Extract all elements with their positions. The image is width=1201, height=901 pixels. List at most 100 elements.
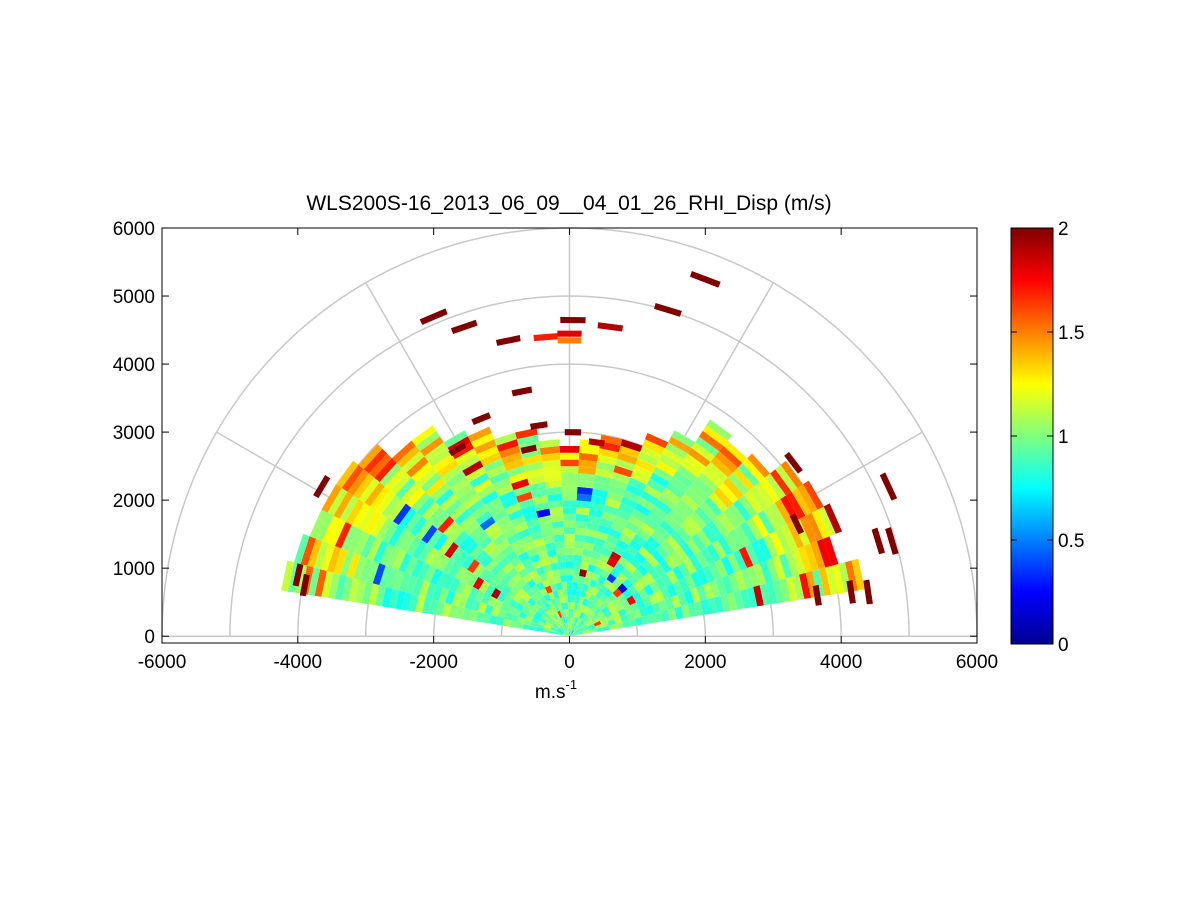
data-cell <box>569 629 572 637</box>
x-tick-label: 4000 <box>820 652 862 673</box>
data-cell <box>851 558 865 591</box>
data-cell <box>458 487 477 504</box>
data-cell <box>417 562 431 581</box>
data-cell <box>634 502 651 517</box>
data-cell <box>598 553 610 564</box>
data-cell <box>543 593 551 602</box>
data-cell <box>751 540 767 564</box>
data-cell <box>451 442 474 460</box>
x-tick-label: 0 <box>564 652 575 673</box>
data-cell <box>321 571 334 598</box>
data-cell <box>529 606 538 614</box>
data-cell <box>544 623 552 629</box>
data-cell <box>535 544 547 554</box>
data-cell <box>578 575 586 584</box>
data-cell <box>359 558 373 582</box>
data-cell <box>583 617 591 624</box>
data-cell <box>384 467 407 491</box>
data-cell <box>583 542 595 551</box>
data-cell <box>431 585 443 601</box>
colorbar: 0 0.5 1 1.5 2 <box>1010 219 1084 656</box>
data-cell <box>550 583 558 592</box>
data-cell <box>667 509 685 526</box>
data-cell <box>602 579 613 589</box>
data-cell <box>560 459 579 467</box>
data-cell <box>600 434 623 446</box>
data-echo <box>299 573 310 597</box>
data-cell <box>676 465 698 483</box>
data-cell <box>584 599 592 608</box>
data-cell <box>502 562 514 574</box>
x-axis-label-exponent: -1 <box>566 677 578 692</box>
data-cell <box>556 630 564 634</box>
data-echo <box>588 438 605 447</box>
data-cell <box>368 583 380 606</box>
data-cell <box>625 521 640 534</box>
data-cell <box>545 609 553 617</box>
data-cell <box>622 620 630 628</box>
data-cell <box>608 485 626 497</box>
data-cell <box>574 626 581 632</box>
data-cell <box>637 546 652 560</box>
data-cell <box>593 566 604 576</box>
data-cell <box>576 632 583 636</box>
data-cell <box>559 452 580 460</box>
data-cell <box>539 596 548 605</box>
data-cell <box>489 471 509 485</box>
data-cell <box>545 621 553 627</box>
data-cell <box>646 535 661 550</box>
data-cell <box>351 502 371 529</box>
data-cell <box>592 544 604 554</box>
data-cell <box>591 572 601 582</box>
data-cell <box>572 624 577 631</box>
data-cell <box>562 616 566 624</box>
data-cell <box>611 471 631 484</box>
data-cell <box>598 448 619 459</box>
data-cell <box>574 534 586 543</box>
data-cell <box>523 619 532 626</box>
data-cell <box>581 626 589 632</box>
data-cell <box>410 516 427 537</box>
data-cell <box>584 607 591 615</box>
data-cell <box>571 588 577 596</box>
data-cell <box>567 629 570 637</box>
data-cell <box>622 589 633 600</box>
data-cell <box>527 474 546 486</box>
data-cell <box>439 493 459 512</box>
data-cell <box>608 528 622 540</box>
data-cell <box>613 465 633 478</box>
data-cell <box>799 572 811 599</box>
data-cell <box>427 529 443 548</box>
data-cell <box>540 452 561 462</box>
data-cell <box>611 611 621 620</box>
data-cell <box>643 516 660 531</box>
data-cell <box>565 568 574 576</box>
data-cell <box>590 495 607 505</box>
data-cell <box>650 530 666 545</box>
data-cell <box>769 531 786 556</box>
data-cell <box>545 570 554 579</box>
data-cell <box>462 608 472 621</box>
data-cell <box>348 578 360 603</box>
data-cell <box>549 628 557 633</box>
data-cell <box>478 580 490 593</box>
data-cell <box>435 488 455 507</box>
data-cell <box>532 575 542 585</box>
data-cell <box>632 609 642 619</box>
data-cell <box>561 486 578 494</box>
data-cell <box>595 531 609 541</box>
data-cell <box>570 609 574 616</box>
data-cell <box>418 543 433 563</box>
data-cell <box>381 586 393 608</box>
data-cell <box>599 441 621 453</box>
data-cell <box>536 624 545 630</box>
data-cell <box>637 452 659 467</box>
data-cell <box>751 513 770 538</box>
data-cell <box>366 537 382 561</box>
data-cell <box>375 585 386 607</box>
data-cell <box>658 599 668 612</box>
data-cell <box>655 525 671 540</box>
data-cell <box>502 618 511 627</box>
data-cell <box>372 540 388 564</box>
data-cell <box>664 597 675 610</box>
